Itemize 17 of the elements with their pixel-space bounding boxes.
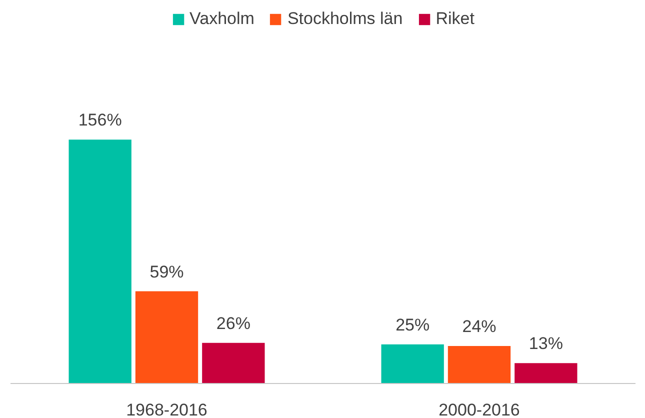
bar (202, 342, 265, 384)
data-label: 13% (528, 334, 563, 354)
data-label: 156% (78, 110, 122, 130)
x-tick-label: 2000-2016 (438, 400, 520, 418)
legend-label: Riket (436, 9, 474, 29)
data-label: 25% (396, 315, 430, 334)
bar (68, 140, 132, 384)
legend-label: Stockholms län (287, 9, 403, 29)
data-label: 26% (216, 314, 250, 333)
bar (135, 291, 198, 384)
bar (448, 346, 511, 384)
bar (381, 344, 444, 384)
bar (514, 363, 578, 384)
data-label: 59% (150, 262, 184, 282)
data-label: 24% (462, 316, 496, 336)
x-tick-label: 1968-2016 (126, 400, 208, 418)
legend-label: Vaxholm (190, 9, 254, 29)
